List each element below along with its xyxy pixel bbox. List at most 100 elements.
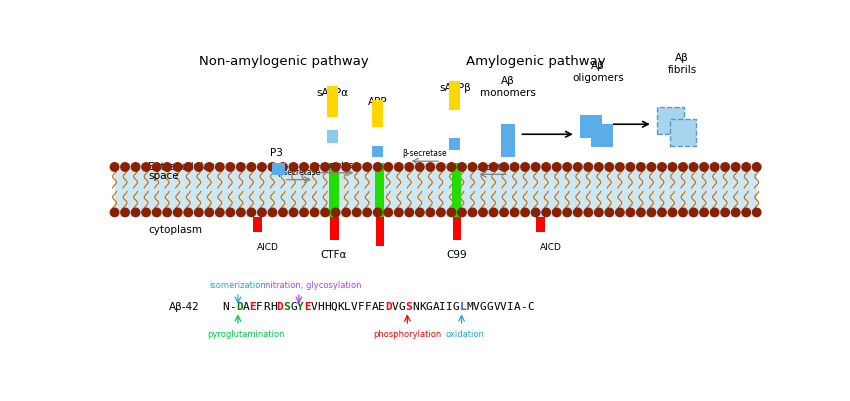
Circle shape — [110, 163, 119, 172]
Circle shape — [226, 163, 235, 172]
Text: V: V — [473, 301, 479, 311]
Circle shape — [353, 209, 361, 217]
Circle shape — [289, 209, 297, 217]
Circle shape — [332, 163, 340, 172]
FancyBboxPatch shape — [591, 125, 613, 148]
Text: N: N — [223, 301, 230, 311]
Text: A: A — [433, 301, 439, 311]
Circle shape — [184, 163, 192, 172]
Circle shape — [490, 209, 498, 217]
Bar — [375, 163, 384, 217]
Circle shape — [563, 209, 571, 217]
Bar — [330, 217, 338, 240]
Circle shape — [742, 163, 751, 172]
Circle shape — [552, 163, 561, 172]
Circle shape — [552, 209, 561, 217]
Text: -: - — [230, 301, 235, 311]
Circle shape — [247, 163, 256, 172]
Bar — [115, 163, 756, 217]
Circle shape — [226, 209, 235, 217]
Circle shape — [132, 209, 140, 217]
Bar — [329, 163, 338, 217]
Text: V: V — [493, 301, 500, 311]
Circle shape — [195, 163, 203, 172]
Text: sAPPα: sAPPα — [316, 88, 348, 98]
Circle shape — [142, 163, 150, 172]
Text: S: S — [283, 301, 290, 311]
Circle shape — [752, 163, 761, 172]
Text: Y: Y — [297, 301, 303, 311]
Bar — [376, 217, 384, 246]
Text: S: S — [405, 301, 412, 311]
Circle shape — [384, 209, 393, 217]
Circle shape — [594, 163, 603, 172]
Text: C99: C99 — [446, 249, 467, 259]
FancyBboxPatch shape — [581, 116, 602, 139]
Circle shape — [668, 163, 677, 172]
Text: L: L — [344, 301, 351, 311]
Circle shape — [310, 209, 319, 217]
Text: H: H — [324, 301, 331, 311]
Text: isomerization: isomerization — [210, 280, 266, 289]
Text: D: D — [236, 301, 242, 311]
Circle shape — [521, 209, 530, 217]
Circle shape — [584, 163, 592, 172]
Bar — [452, 163, 461, 217]
Circle shape — [457, 163, 466, 172]
Circle shape — [437, 163, 445, 172]
Bar — [327, 130, 337, 144]
Bar — [372, 146, 383, 158]
Text: V: V — [392, 301, 399, 311]
Circle shape — [605, 163, 614, 172]
Circle shape — [721, 209, 729, 217]
Text: I: I — [446, 301, 453, 311]
Bar — [450, 139, 460, 150]
Bar — [253, 217, 262, 233]
Circle shape — [195, 209, 203, 217]
Text: G: G — [453, 301, 460, 311]
Circle shape — [205, 209, 213, 217]
Circle shape — [679, 163, 688, 172]
Circle shape — [679, 209, 688, 217]
Circle shape — [594, 209, 603, 217]
Circle shape — [605, 209, 614, 217]
Text: γ-secretase: γ-secretase — [276, 168, 320, 177]
Circle shape — [110, 209, 119, 217]
Circle shape — [500, 163, 508, 172]
Text: G: G — [486, 301, 493, 311]
Bar — [272, 163, 286, 176]
Circle shape — [236, 209, 245, 217]
Circle shape — [700, 163, 708, 172]
FancyBboxPatch shape — [670, 119, 696, 146]
Circle shape — [279, 209, 287, 217]
Text: oxidation: oxidation — [446, 329, 484, 338]
Circle shape — [457, 209, 466, 217]
Text: E: E — [249, 301, 256, 311]
Circle shape — [468, 163, 477, 172]
Circle shape — [416, 209, 424, 217]
Circle shape — [121, 209, 129, 217]
Text: Amylogenic pathway: Amylogenic pathway — [466, 55, 605, 68]
Circle shape — [437, 209, 445, 217]
Circle shape — [468, 209, 477, 217]
Circle shape — [531, 163, 540, 172]
Circle shape — [152, 209, 161, 217]
Circle shape — [447, 209, 456, 217]
FancyBboxPatch shape — [657, 108, 683, 135]
Text: cytoplasm: cytoplasm — [149, 225, 202, 235]
Text: phosphorylation: phosphorylation — [373, 329, 441, 338]
Circle shape — [342, 209, 350, 217]
Text: sAPPβ: sAPPβ — [439, 82, 471, 92]
Circle shape — [721, 163, 729, 172]
Circle shape — [310, 163, 319, 172]
Bar — [536, 217, 545, 233]
Circle shape — [426, 209, 434, 217]
Circle shape — [300, 163, 309, 172]
Text: α-secretase: α-secretase — [313, 161, 358, 170]
Text: Aβ-42: Aβ-42 — [168, 301, 199, 311]
Text: G: G — [399, 301, 405, 311]
Text: Extracellular: Extracellular — [149, 162, 214, 172]
Text: Non-amylogenic pathway: Non-amylogenic pathway — [199, 55, 369, 68]
Text: APP: APP — [368, 97, 388, 107]
Circle shape — [205, 163, 213, 172]
